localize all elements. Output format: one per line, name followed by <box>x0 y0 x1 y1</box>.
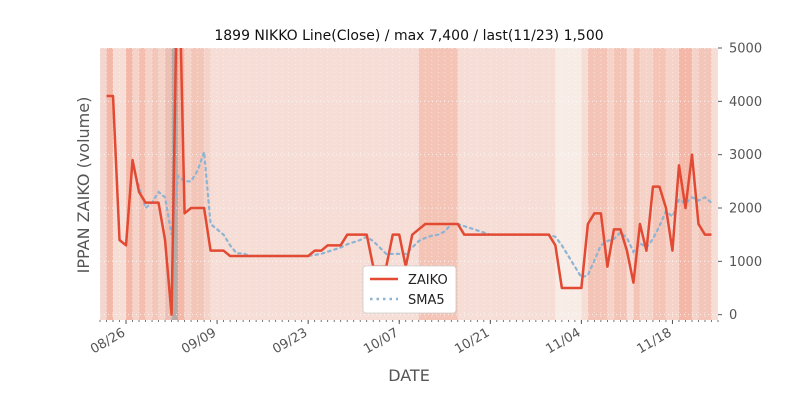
y-tick-label: 1000 <box>729 255 762 270</box>
y-tick-label: 2000 <box>729 202 762 217</box>
x-tick-label: 10/07 <box>361 325 401 357</box>
background-band <box>178 48 185 320</box>
background-band <box>139 48 146 320</box>
background-band <box>711 48 718 320</box>
y-tick-label: 3000 <box>729 148 762 163</box>
x-tick-label: 09/09 <box>179 325 219 357</box>
x-tick-label: 11/04 <box>543 325 583 357</box>
y-axis-label: IPPAN ZAIKO (volume) <box>74 97 93 274</box>
series-line-zaiko <box>106 48 712 316</box>
x-tick-label: 10/21 <box>452 325 492 357</box>
y-tick-label: 0 <box>729 308 737 323</box>
legend-label-zaiko: ZAIKO <box>408 273 448 288</box>
x-tick-label: 09/23 <box>270 325 310 357</box>
chart-title: 1899 NIKKO Line(Close) / max 7,400 / las… <box>214 28 603 44</box>
background-band <box>158 48 166 320</box>
background-band <box>126 48 133 320</box>
background-band <box>626 48 634 320</box>
series-line-sma5 <box>131 151 713 279</box>
background-band <box>457 48 556 320</box>
grid-lines <box>99 47 719 320</box>
y-axis: 0 1000 2000 3000 4000 5000 <box>718 42 762 323</box>
x-tick-label: 08/26 <box>88 325 128 357</box>
background-band <box>106 48 114 320</box>
background-band <box>607 48 614 320</box>
background-band <box>581 48 588 320</box>
x-tick-label: 11/18 <box>635 325 675 357</box>
background-band <box>100 48 107 320</box>
background-band <box>132 48 140 320</box>
background-band <box>152 48 159 320</box>
y-tick-label: 4000 <box>729 95 762 110</box>
background-band <box>184 48 192 320</box>
x-axis-label: DATE <box>388 366 430 385</box>
background-band <box>633 48 640 320</box>
background-band <box>145 48 153 320</box>
legend-label-sma5: SMA5 <box>408 293 445 308</box>
x-axis: 08/26 09/09 09/23 10/07 10/21 11/04 11/18 <box>88 320 719 357</box>
background-band <box>165 48 172 320</box>
legend: ZAIKO SMA5 <box>362 265 457 314</box>
series-layer <box>106 48 713 316</box>
background-band <box>587 48 608 320</box>
y-tick-label: 5000 <box>729 42 762 57</box>
